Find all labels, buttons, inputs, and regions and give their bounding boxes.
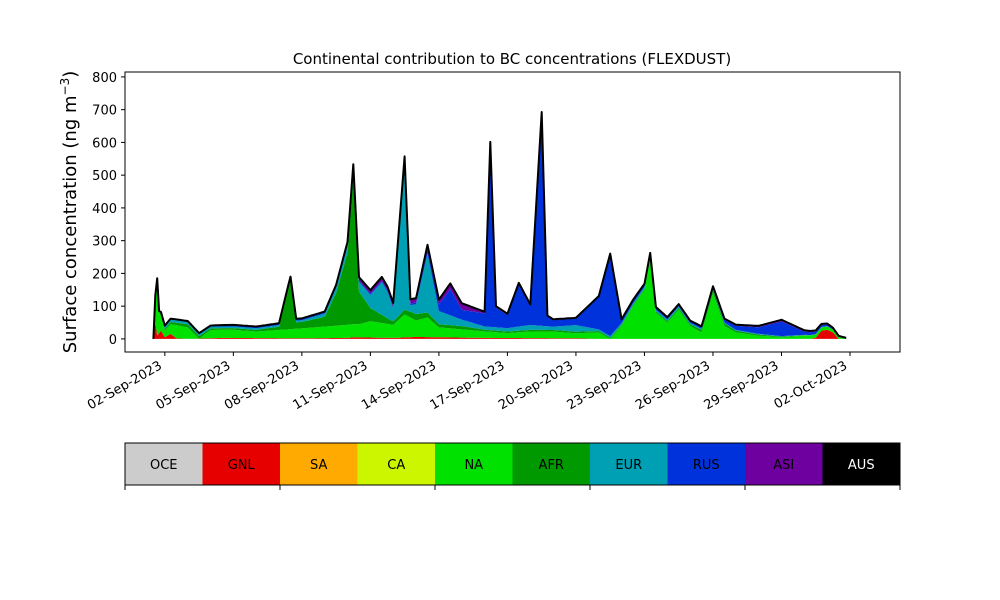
legend: OCE GNL SA CA NA AFR EUR RUS ASI AUS (124, 442, 901, 490)
x-tick-label: 23-Sep-2023 (565, 358, 645, 413)
area-asi (153, 112, 847, 339)
chart-title: Continental contribution to BC concentra… (293, 50, 731, 68)
plot-frame (124, 71, 901, 353)
legend-swatch-afr (512, 443, 590, 485)
legend-swatch-na (435, 443, 513, 485)
legend-swatch-aus (822, 443, 900, 485)
legend-frame (124, 442, 901, 486)
legend-swatch-rus (667, 443, 745, 485)
legend-label-ca: CA (387, 458, 405, 473)
x-tick-label: 29-Sep-2023 (702, 358, 782, 413)
legend-swatch-ca (357, 443, 435, 485)
legend-label-sa: SA (310, 458, 327, 473)
x-tick-label: 11-Sep-2023 (291, 358, 371, 413)
x-tick-label: 20-Sep-2023 (496, 358, 576, 413)
legend-swatch-eur (590, 443, 668, 485)
y-tick-label: 500 (92, 169, 117, 184)
legend-label-eur: EUR (615, 458, 642, 473)
x-tick-label: 02-Oct-2023 (772, 358, 850, 412)
x-tick-label: 26-Sep-2023 (633, 358, 713, 413)
x-tick-label: 02-Sep-2023 (85, 358, 165, 413)
y-axis-label-close: ) (60, 71, 81, 78)
y-tick-label: 200 (92, 267, 117, 282)
area-rus (153, 113, 847, 339)
x-tick-label: 14-Sep-2023 (359, 358, 439, 413)
y-tick-label: 0 (109, 333, 117, 348)
stacked-area-series (153, 112, 847, 339)
y-axis-label-main: Surface concentration (ng m (60, 95, 81, 353)
y-axis-label: Surface concentration (ng m−3) (58, 71, 81, 354)
y-tick-label: 300 (92, 235, 117, 250)
y-tick-label: 400 (92, 202, 117, 217)
x-tick-label: 17-Sep-2023 (428, 358, 508, 413)
legend-label-gnl: GNL (228, 458, 256, 473)
legend-label-asi: ASI (773, 458, 794, 473)
legend-label-afr: AFR (539, 458, 564, 473)
y-tick-label: 700 (92, 104, 117, 119)
x-tick-label: 08-Sep-2023 (222, 358, 302, 413)
legend-label-oce: OCE (150, 458, 178, 473)
legend-swatch-oce (125, 443, 203, 485)
total-concentration-line (152, 111, 847, 339)
y-axis-label-superscript: −3 (58, 78, 72, 96)
y-tick-label: 100 (92, 300, 117, 315)
y-tick-label: 600 (92, 136, 117, 151)
legend-label-na: NA (464, 458, 483, 473)
legend-swatch-sa (280, 443, 358, 485)
area-na (153, 258, 847, 339)
y-axis-ticks: 0 100 200 300 400 500 600 700 800 (92, 71, 125, 348)
y-tick-label: 800 (92, 71, 117, 86)
legend-label-aus: AUS (848, 458, 875, 473)
legend-swatch-asi (745, 443, 823, 485)
x-axis-ticks: 02-Sep-202305-Sep-202308-Sep-202311-Sep-… (85, 352, 851, 413)
legend-swatch-gnl (202, 443, 280, 485)
legend-label-rus: RUS (693, 458, 720, 473)
x-tick-label: 05-Sep-2023 (154, 358, 234, 413)
